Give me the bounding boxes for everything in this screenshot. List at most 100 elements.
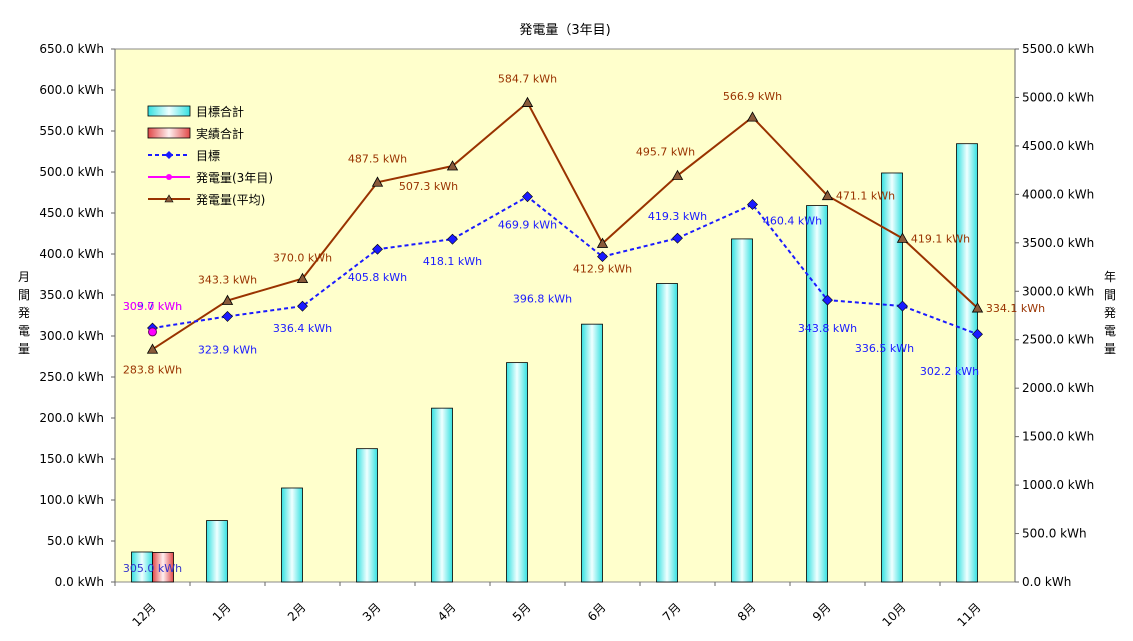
average-marker bbox=[296, 272, 309, 284]
average-data-label: 419.1 kWh bbox=[911, 232, 970, 245]
target-marker bbox=[297, 300, 308, 312]
x-tick-label: 8月 bbox=[735, 600, 759, 624]
legend-label: 目標 bbox=[196, 149, 220, 163]
left-tick-label: 400.0 kWh bbox=[39, 247, 104, 261]
target-total-bar bbox=[656, 283, 678, 583]
left-tick-label: 50.0 kWh bbox=[47, 534, 104, 548]
right-tick-label: 4500.0 kWh bbox=[1022, 139, 1094, 153]
average-data-label: 495.7 kWh bbox=[636, 146, 695, 159]
target-data-label: 336.5 kWh bbox=[855, 342, 914, 355]
right-axis-title-char: 間 bbox=[1104, 288, 1116, 302]
target-data-label: 343.8 kWh bbox=[798, 322, 857, 335]
target-data-label: 460.4 kWh bbox=[763, 214, 822, 227]
legend-marker bbox=[166, 174, 172, 180]
x-axis: 12月 1月 2月 3月 4月 5月 6月 7月 8月 9月 10月 11月 bbox=[114, 582, 984, 629]
legend-label: 発電量(3年目) bbox=[196, 171, 273, 185]
left-tick-label: 250.0 kWh bbox=[39, 370, 104, 384]
average-marker bbox=[521, 96, 534, 107]
average-marker bbox=[596, 237, 609, 248]
average-marker bbox=[746, 111, 759, 122]
target-marker bbox=[372, 243, 383, 255]
x-tick-label: 6月 bbox=[585, 600, 609, 624]
target-total-bar bbox=[281, 487, 303, 583]
target-total-bar bbox=[431, 407, 453, 583]
target-data-label: 323.9 kWh bbox=[198, 343, 257, 356]
x-tick-label: 2月 bbox=[285, 600, 309, 624]
target-total-bar bbox=[356, 448, 378, 583]
right-tick-label: 0.0 kWh bbox=[1022, 575, 1071, 589]
left-tick-label: 300.0 kWh bbox=[39, 329, 104, 343]
target-line bbox=[152, 195, 978, 336]
average-data-label: 584.7 kWh bbox=[498, 73, 557, 86]
x-tick-label: 5月 bbox=[510, 600, 534, 624]
average-line bbox=[151, 100, 979, 351]
actual-total-data-label: 305.0 kWh bbox=[123, 562, 182, 575]
legend-swatch bbox=[147, 127, 191, 139]
right-tick-label: 5000.0 kWh bbox=[1022, 90, 1094, 104]
target-total-bar bbox=[881, 172, 903, 583]
right-axis-title-char: 電 bbox=[1104, 324, 1116, 338]
right-axis-title: 年間発電量 bbox=[1104, 270, 1116, 356]
target-marker bbox=[597, 251, 608, 263]
left-axis-title-char: 月 bbox=[18, 270, 30, 284]
right-tick-label: 500.0 kWh bbox=[1022, 527, 1087, 541]
right-axis: 0.0 kWh 500.0 kWh 1000.0 kWh 1500.0 kWh 2000… bbox=[1014, 42, 1094, 589]
right-axis-title-char: 発 bbox=[1104, 306, 1116, 320]
target-total-bar bbox=[206, 520, 228, 583]
right-tick-label: 3000.0 kWh bbox=[1022, 284, 1094, 298]
average-data-label: 370.0 kWh bbox=[273, 252, 332, 265]
target-data-label: 419.3 kWh bbox=[648, 210, 707, 223]
data-labels: 283.8 kWh 343.3 kWh 370.0 kWh 487.5 kWh 507.… bbox=[123, 73, 1045, 575]
legend-marker bbox=[165, 151, 173, 159]
x-tick-label: 9月 bbox=[810, 600, 834, 624]
left-axis-title-char: 発 bbox=[18, 306, 30, 320]
lines bbox=[146, 96, 984, 354]
average-data-label: 471.1 kWh bbox=[836, 190, 895, 203]
left-axis-title-char: 間 bbox=[18, 288, 30, 302]
target-marker bbox=[972, 328, 983, 340]
left-tick-label: 550.0 kWh bbox=[39, 124, 104, 138]
right-tick-label: 1000.0 kWh bbox=[1022, 478, 1094, 492]
average-data-label: 566.9 kWh bbox=[723, 90, 782, 103]
target-total-bar bbox=[956, 143, 978, 583]
average-data-label: 343.3 kWh bbox=[198, 273, 257, 286]
left-tick-label: 200.0 kWh bbox=[39, 411, 104, 425]
target-total-bar bbox=[731, 238, 753, 583]
right-tick-label: 2500.0 kWh bbox=[1022, 333, 1094, 347]
left-tick-label: 0.0 kWh bbox=[55, 575, 104, 589]
target-marker bbox=[222, 310, 233, 322]
legend-label: 発電量(平均) bbox=[196, 193, 265, 207]
left-tick-label: 450.0 kWh bbox=[39, 206, 104, 220]
x-tick-label: 1月 bbox=[210, 600, 234, 624]
average-marker bbox=[221, 294, 234, 305]
average-marker bbox=[671, 169, 684, 180]
target-total-bar bbox=[581, 323, 603, 583]
x-tick-label: 7月 bbox=[660, 600, 684, 624]
legend-label: 目標合計 bbox=[196, 104, 244, 119]
x-tick-label: 3月 bbox=[360, 600, 384, 624]
right-tick-label: 4000.0 kWh bbox=[1022, 187, 1094, 201]
x-tick-label: 4月 bbox=[435, 600, 459, 624]
actual-total-bar bbox=[152, 552, 174, 583]
legend-label: 実績合計 bbox=[196, 126, 244, 141]
left-tick-label: 500.0 kWh bbox=[39, 165, 104, 179]
left-tick-label: 100.0 kWh bbox=[39, 493, 104, 507]
legend-swatch bbox=[147, 105, 191, 117]
right-axis-title-char: 年 bbox=[1104, 270, 1116, 284]
target-data-label: 336.4 kWh bbox=[273, 322, 332, 335]
left-tick-label: 650.0 kWh bbox=[39, 42, 104, 56]
right-tick-label: 5500.0 kWh bbox=[1022, 42, 1094, 56]
target-data-label: 302.2 kWh bbox=[920, 365, 979, 378]
average-data-label: 487.5 kWh bbox=[348, 152, 407, 165]
target-total-bar bbox=[506, 362, 528, 583]
average-marker bbox=[446, 160, 459, 171]
left-tick-label: 600.0 kWh bbox=[39, 83, 104, 97]
average-marker bbox=[971, 302, 984, 313]
average-marker bbox=[146, 343, 159, 354]
target-marker bbox=[522, 191, 533, 203]
target-total-bar bbox=[806, 205, 828, 583]
left-tick-label: 350.0 kWh bbox=[39, 288, 104, 302]
average-data-label: 412.9 kWh bbox=[573, 262, 632, 275]
